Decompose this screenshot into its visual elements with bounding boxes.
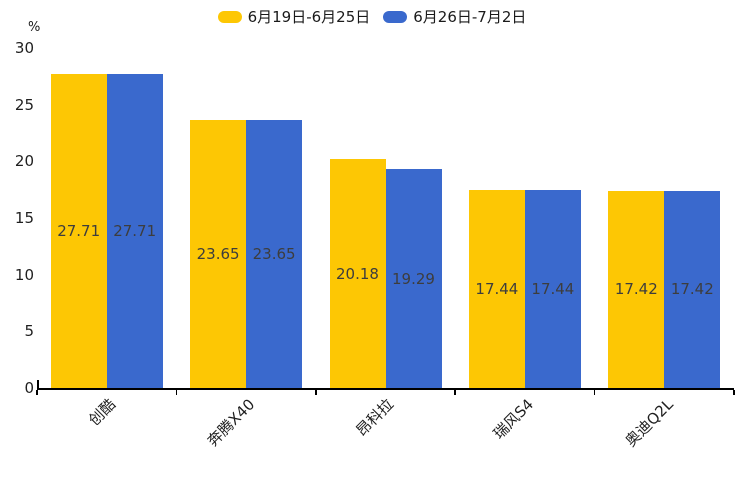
bar-week2: 23.65 — [246, 119, 303, 388]
legend-item-week1: 6月19日-6月25日 — [217, 6, 371, 27]
y-tick-label: 25 — [14, 95, 34, 114]
bar-value-label: 17.44 — [475, 280, 519, 299]
bar-week2: 19.29 — [385, 169, 442, 388]
bar-week2: 17.42 — [664, 190, 721, 388]
legend-item-week2: 6月26日-7月2日 — [383, 6, 526, 27]
x-category-label: 奥迪Q2L — [621, 395, 677, 451]
x-category-label: 瑞风S4 — [489, 395, 537, 443]
x-axis-tick — [315, 389, 317, 395]
chart-legend: 6月19日-6月25日 6月26日-7月2日 — [0, 6, 744, 27]
y-axis-unit-label: % — [28, 20, 41, 35]
bar-value-label: 23.65 — [252, 244, 296, 263]
bar-value-label: 27.71 — [113, 221, 157, 240]
bar-week2: 17.44 — [524, 190, 581, 388]
x-axis-line — [37, 388, 734, 390]
y-tick-label: 10 — [14, 265, 34, 284]
bar-week1: 17.44 — [468, 190, 525, 388]
y-tick-label: 30 — [14, 39, 34, 57]
bar-week1: 20.18 — [329, 159, 386, 388]
bar-value-label: 17.44 — [531, 280, 575, 299]
bar-value-label: 17.42 — [670, 280, 714, 299]
legend-swatch-week1-icon — [217, 10, 242, 23]
x-category-label: 昂科拉 — [352, 395, 398, 440]
legend-label-week1: 6月19日-6月25日 — [247, 8, 371, 26]
bar-value-label: 27.71 — [57, 221, 101, 240]
bar-week1: 23.65 — [190, 119, 247, 388]
x-axis-tick — [593, 389, 596, 395]
y-tick-label: 15 — [14, 209, 34, 227]
y-tick-label: 5 — [24, 322, 34, 341]
legend-swatch-week2-icon — [383, 10, 408, 23]
bar-value-label: 19.29 — [392, 269, 435, 288]
bar-value-label: 17.42 — [614, 280, 658, 299]
x-axis-tick — [36, 389, 38, 395]
bar-week2: 27.71 — [106, 73, 163, 388]
bar-value-label: 23.65 — [196, 244, 240, 263]
legend-label-week2: 6月26日-7月2日 — [413, 8, 527, 26]
bar-week1: 27.71 — [50, 73, 107, 388]
y-tick-label: 20 — [14, 152, 34, 171]
x-axis-tick — [454, 389, 456, 395]
bar-week1: 17.42 — [608, 190, 665, 388]
x-category-label: 奔腾X40 — [203, 395, 259, 451]
y-tick-label: 0 — [24, 379, 34, 397]
x-category-label: 创酷 — [84, 395, 119, 430]
x-axis-left-stub — [37, 380, 39, 388]
bar-value-label: 20.18 — [336, 264, 379, 283]
x-axis-tick — [733, 389, 735, 395]
x-axis-tick — [175, 389, 178, 395]
